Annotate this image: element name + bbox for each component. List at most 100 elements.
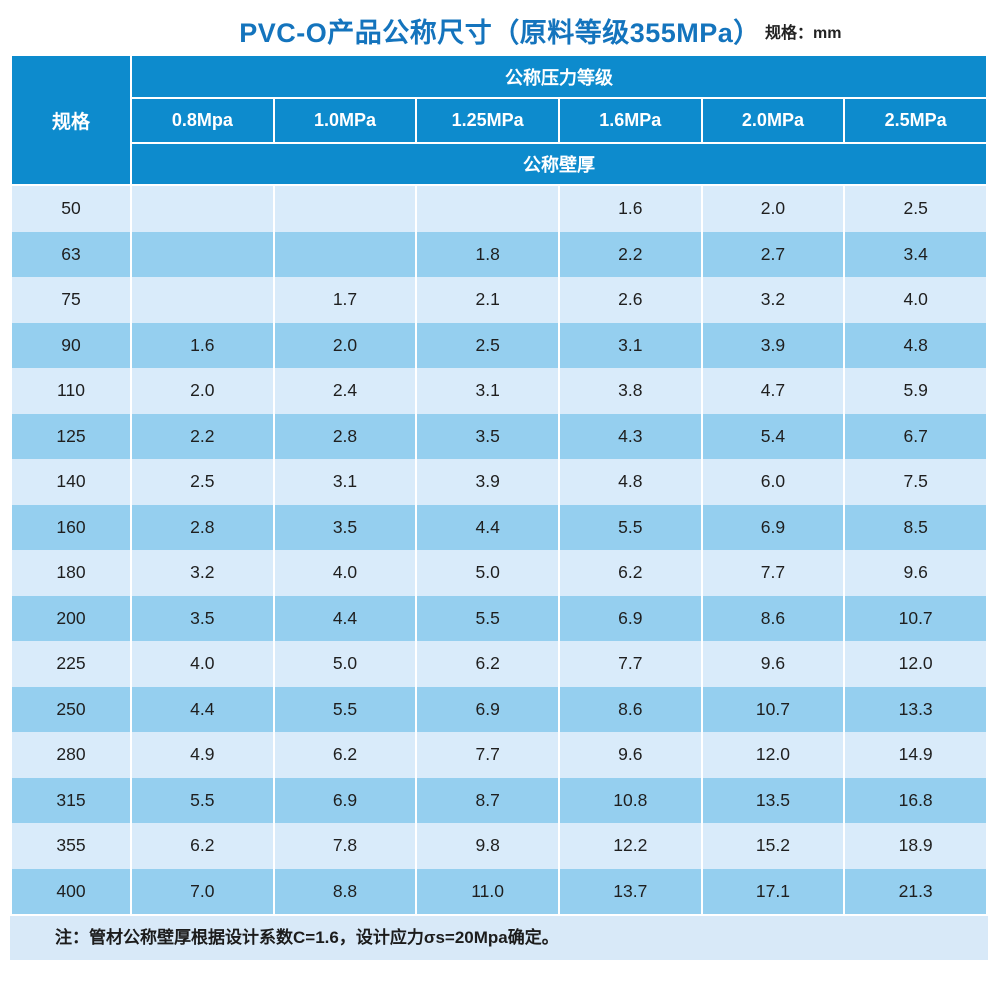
title-bar: PVC-O产品公称尺寸（原料等级355MPa） 规格：mm (0, 0, 1000, 56)
value-cell: 9.6 (559, 732, 701, 778)
footnote: 注：管材公称壁厚根据设计系数C=1.6，设计应力σs=20Mpa确定。 (10, 916, 988, 960)
value-cell: 2.1 (417, 277, 558, 323)
table-row: 200 3.5 4.4 5.5 6.9 8.6 10.7 (12, 595, 986, 641)
unit-label: 规格：mm (765, 25, 842, 42)
value-cell: 8.8 (274, 868, 416, 914)
pressure-column-header: 1.0MPa (274, 99, 416, 144)
value-cell: 3.8 (559, 368, 701, 414)
value-cell: 3.9 (417, 459, 558, 505)
spec-cell: 250 (12, 686, 130, 732)
value-cell: 3.5 (417, 413, 558, 459)
value-cell: 5.0 (417, 550, 558, 596)
value-cell: 3.1 (274, 459, 416, 505)
value-cell: 6.7 (845, 413, 986, 459)
value-cell: 3.5 (274, 504, 416, 550)
value-cell: 2.0 (274, 322, 416, 368)
value-cell: 6.2 (274, 732, 416, 778)
value-cell: 13.3 (845, 686, 986, 732)
value-cell: 1.6 (559, 186, 701, 232)
value-cell: 4.8 (845, 322, 986, 368)
spec-cell: 400 (12, 868, 130, 914)
spec-cell: 50 (12, 186, 130, 232)
value-cell: 15.2 (702, 823, 844, 869)
pressure-column-header: 2.5MPa (845, 99, 986, 144)
pressure-column-header: 1.6MPa (559, 99, 701, 144)
table-row: 90 1.6 2.0 2.5 3.1 3.9 4.8 (12, 322, 986, 368)
value-cell: 4.9 (132, 732, 273, 778)
value-cell: 12.0 (845, 641, 986, 687)
value-cell: 5.5 (274, 686, 416, 732)
spec-cell: 315 (12, 777, 130, 823)
value-cell: 6.9 (417, 686, 558, 732)
value-cell: 1.6 (132, 322, 273, 368)
value-cell: 6.9 (274, 777, 416, 823)
table-row: 160 2.8 3.5 4.4 5.5 6.9 8.5 (12, 504, 986, 550)
spec-cell: 355 (12, 823, 130, 869)
value-cell: 13.7 (559, 868, 701, 914)
spec-cell: 140 (12, 459, 130, 505)
value-cell: 5.4 (702, 413, 844, 459)
value-cell: 7.5 (845, 459, 986, 505)
value-cell: 5.5 (132, 777, 273, 823)
spec-cell: 225 (12, 641, 130, 687)
value-cell: 14.9 (845, 732, 986, 778)
value-cell: 6.9 (702, 504, 844, 550)
value-cell (274, 231, 416, 277)
value-cell: 8.5 (845, 504, 986, 550)
table-row: 400 7.0 8.8 11.0 13.7 17.1 21.3 (12, 868, 986, 914)
value-cell: 12.0 (702, 732, 844, 778)
pressure-column-header: 1.25MPa (417, 99, 558, 144)
value-cell: 8.6 (702, 595, 844, 641)
value-cell: 7.8 (274, 823, 416, 869)
value-cell: 7.7 (702, 550, 844, 596)
value-cell: 4.7 (702, 368, 844, 414)
value-cell: 13.5 (702, 777, 844, 823)
table-row: 140 2.5 3.1 3.9 4.8 6.0 7.5 (12, 459, 986, 505)
value-cell: 3.1 (559, 322, 701, 368)
value-cell: 10.7 (845, 595, 986, 641)
wall-thickness-header: 公称壁厚 (132, 144, 986, 186)
value-cell: 5.0 (274, 641, 416, 687)
value-cell: 3.5 (132, 595, 273, 641)
table-row: 355 6.2 7.8 9.8 12.2 15.2 18.9 (12, 823, 986, 869)
value-cell: 6.2 (132, 823, 273, 869)
value-cell: 1.8 (417, 231, 558, 277)
value-cell: 2.0 (702, 186, 844, 232)
spec-cell: 75 (12, 277, 130, 323)
value-cell (417, 186, 558, 232)
table-header: 规格 公称压力等级 0.8Mpa 1.0MPa 1.25MPa 1.6MPa 2… (12, 56, 986, 186)
value-cell: 2.5 (417, 322, 558, 368)
value-cell: 5.5 (417, 595, 558, 641)
value-cell: 4.4 (417, 504, 558, 550)
value-cell: 1.7 (274, 277, 416, 323)
value-cell: 5.9 (845, 368, 986, 414)
value-cell: 9.8 (417, 823, 558, 869)
value-cell: 4.0 (274, 550, 416, 596)
spec-cell: 200 (12, 595, 130, 641)
spec-cell: 90 (12, 322, 130, 368)
table-row: 110 2.0 2.4 3.1 3.8 4.7 5.9 (12, 368, 986, 414)
value-cell: 2.6 (559, 277, 701, 323)
value-cell: 3.2 (132, 550, 273, 596)
value-cell: 21.3 (845, 868, 986, 914)
value-cell: 7.0 (132, 868, 273, 914)
value-cell (132, 231, 273, 277)
page-title: PVC-O产品公称尺寸（原料等级355MPa） (239, 18, 761, 48)
value-cell (132, 277, 273, 323)
value-cell: 4.8 (559, 459, 701, 505)
value-cell: 9.6 (845, 550, 986, 596)
value-cell: 11.0 (417, 868, 558, 914)
header-row-wall-thickness: 公称壁厚 (12, 144, 986, 186)
value-cell: 12.2 (559, 823, 701, 869)
value-cell: 4.3 (559, 413, 701, 459)
value-cell: 4.0 (132, 641, 273, 687)
value-cell: 17.1 (702, 868, 844, 914)
value-cell: 6.2 (417, 641, 558, 687)
value-cell: 6.9 (559, 595, 701, 641)
value-cell: 10.7 (702, 686, 844, 732)
value-cell: 8.7 (417, 777, 558, 823)
value-cell: 18.9 (845, 823, 986, 869)
table-row: 125 2.2 2.8 3.5 4.3 5.4 6.7 (12, 413, 986, 459)
value-cell: 2.2 (132, 413, 273, 459)
